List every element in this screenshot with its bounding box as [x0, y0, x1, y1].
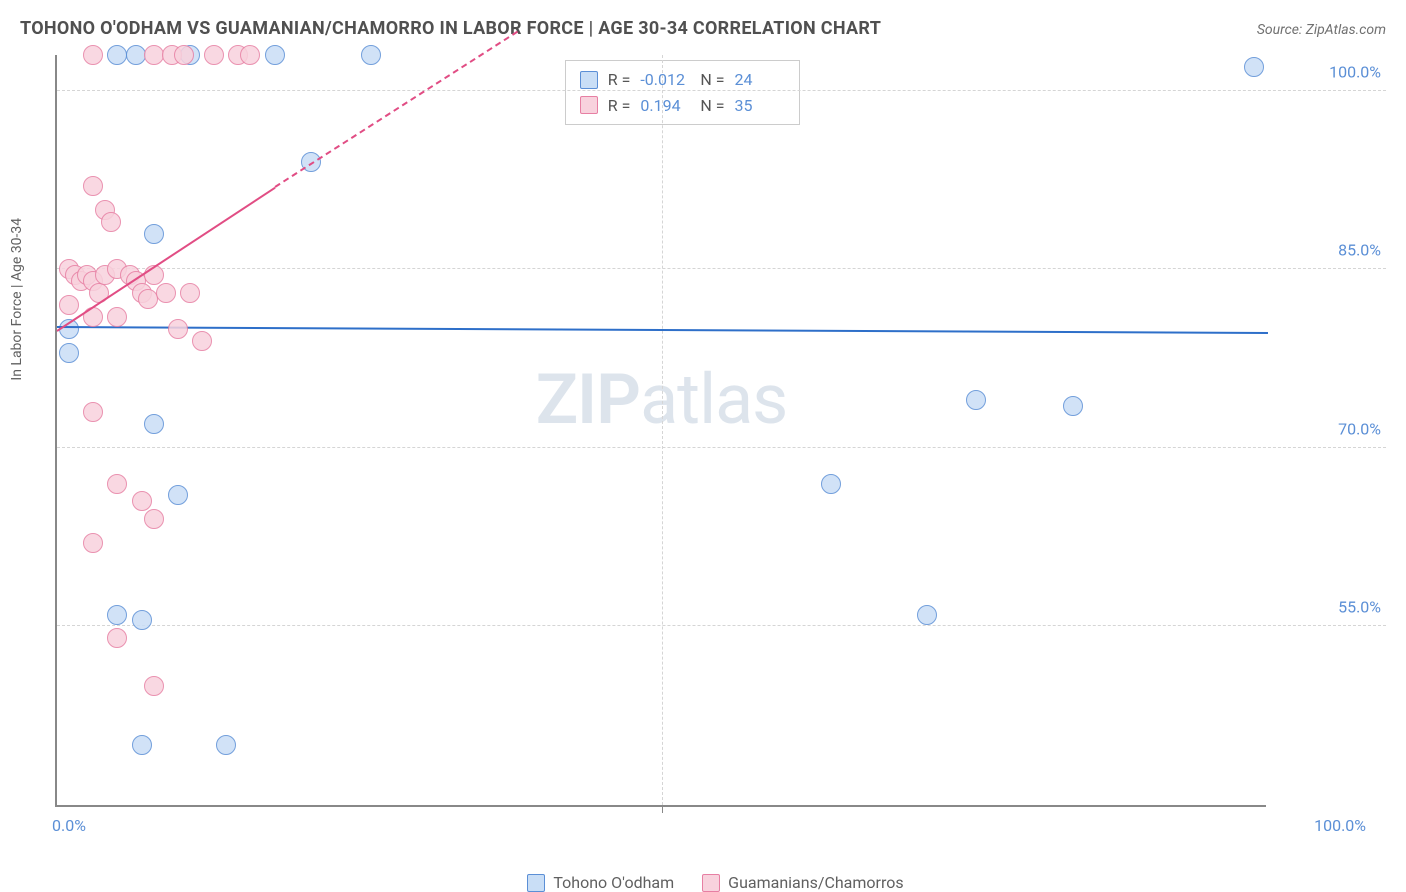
chart-header: TOHONO O'ODHAM VS GUAMANIAN/CHAMORRO IN …: [0, 0, 1406, 49]
chart-source: Source: ZipAtlas.com: [1257, 22, 1386, 38]
scatter-point: [821, 474, 841, 494]
gridline-h: [57, 90, 1386, 91]
r-label: R =: [608, 93, 631, 119]
gridline-h: [57, 268, 1386, 269]
scatter-point: [192, 331, 212, 351]
legend-label: Tohono O'odham: [553, 873, 674, 892]
n-value: 35: [735, 93, 785, 119]
y-tick-label: 55.0%: [1338, 598, 1381, 617]
scatter-point: [144, 414, 164, 434]
scatter-point: [144, 509, 164, 529]
scatter-point: [1063, 396, 1083, 416]
scatter-point: [107, 474, 127, 494]
scatter-point: [101, 212, 121, 232]
scatter-point: [917, 605, 937, 625]
scatter-point: [204, 45, 224, 65]
scatter-point: [59, 343, 79, 363]
plot-area: ZIPatlas R =-0.012N =24R = 0.194N =35 55…: [55, 55, 1266, 807]
scatter-point: [138, 289, 158, 309]
legend-label: Guamanians/Chamorros: [728, 873, 903, 892]
legend-swatch: [527, 874, 545, 892]
legend-swatch: [580, 96, 598, 114]
stats-box: R =-0.012N =24R = 0.194N =35: [565, 60, 800, 125]
y-axis-label: In Labor Force | Age 30-34: [9, 217, 25, 380]
scatter-point: [180, 283, 200, 303]
y-tick-label: 70.0%: [1338, 419, 1381, 438]
trend-line: [56, 186, 275, 331]
scatter-point: [83, 533, 103, 553]
scatter-point: [83, 402, 103, 422]
scatter-point: [1244, 57, 1264, 77]
scatter-point: [83, 176, 103, 196]
scatter-point: [132, 491, 152, 511]
scatter-point: [216, 735, 236, 755]
scatter-point: [126, 45, 146, 65]
scatter-point: [174, 45, 194, 65]
legend-item: Tohono O'odham: [527, 873, 674, 892]
scatter-point: [966, 390, 986, 410]
scatter-point: [168, 485, 188, 505]
scatter-point: [107, 605, 127, 625]
scatter-point: [168, 319, 188, 339]
scatter-point: [107, 628, 127, 648]
scatter-point: [361, 45, 381, 65]
trend-line-dashed: [274, 31, 517, 188]
r-value: 0.194: [640, 93, 690, 119]
scatter-point: [107, 307, 127, 327]
scatter-point: [156, 283, 176, 303]
scatter-point: [132, 610, 152, 630]
legend-item: Guamanians/Chamorros: [702, 873, 903, 892]
stats-row: R = 0.194 N = 35: [580, 93, 785, 119]
scatter-point: [144, 676, 164, 696]
x-tick-label: 0.0%: [52, 816, 86, 835]
chart-legend: Tohono O'odham Guamanians/Chamorros: [45, 873, 1386, 892]
gridline-v: [662, 55, 663, 805]
chart-title: TOHONO O'ODHAM VS GUAMANIAN/CHAMORRO IN …: [20, 18, 881, 39]
scatter-point: [144, 224, 164, 244]
y-tick-label: 100.0%: [1329, 62, 1381, 81]
scatter-point: [59, 295, 79, 315]
scatter-point: [240, 45, 260, 65]
n-label: N =: [700, 93, 724, 119]
scatter-point: [265, 45, 285, 65]
chart-container: In Labor Force | Age 30-34 ZIPatlas R =-…: [45, 55, 1386, 852]
scatter-point: [132, 735, 152, 755]
legend-swatch: [702, 874, 720, 892]
gridline-h: [57, 625, 1386, 626]
gridline-h: [57, 447, 1386, 448]
scatter-point: [107, 45, 127, 65]
x-tick-mark: [662, 805, 663, 813]
scatter-point: [83, 45, 103, 65]
legend-swatch: [580, 71, 598, 89]
x-tick-label: 100.0%: [1314, 816, 1366, 835]
scatter-point: [144, 45, 164, 65]
scatter-point: [89, 283, 109, 303]
y-tick-label: 85.0%: [1338, 241, 1381, 260]
